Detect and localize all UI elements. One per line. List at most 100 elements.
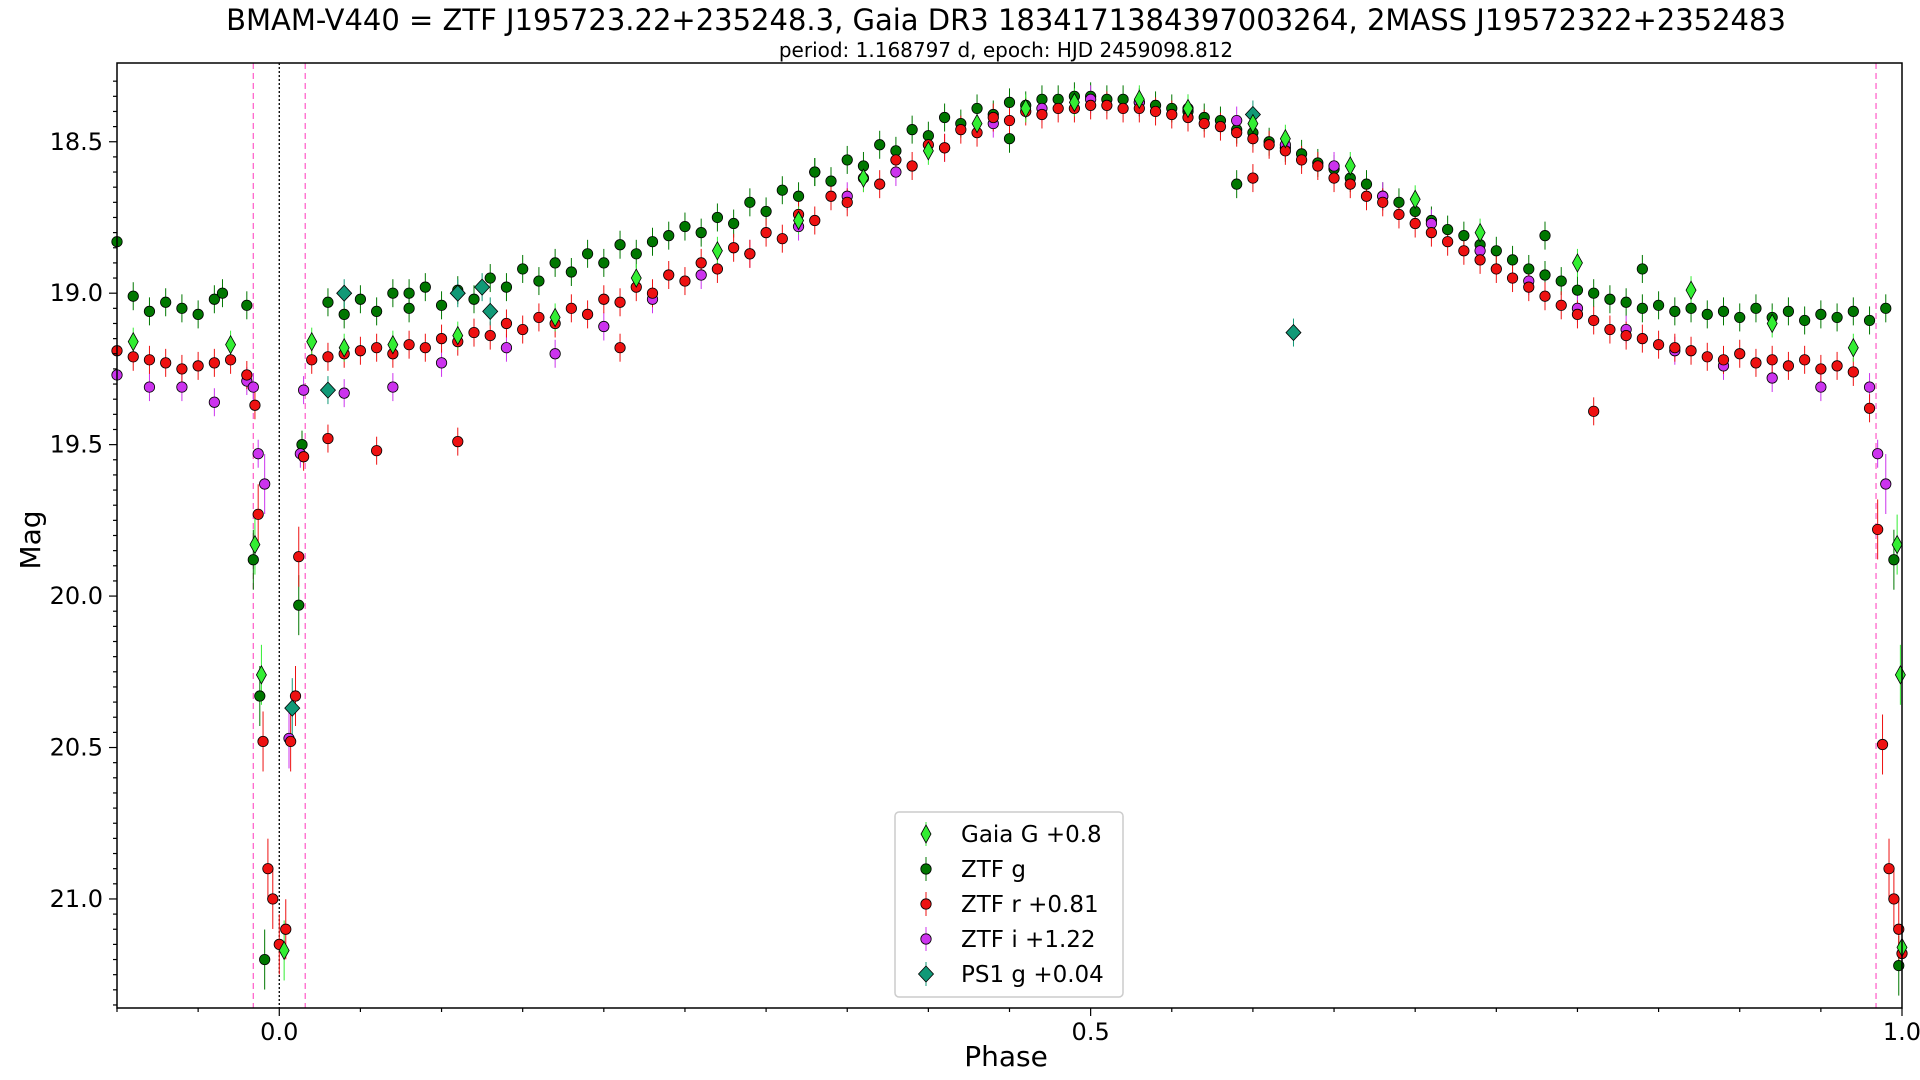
legend-label: ZTF r +0.81 [961,892,1099,918]
series-ps1-g-0-04 [284,105,1302,717]
data-point [338,337,350,358]
data-point [1782,360,1795,372]
data-point [793,210,805,231]
data-point [500,342,513,354]
data-point [1766,372,1778,384]
data-point [192,308,204,320]
data-point [1815,363,1827,375]
data-point [841,154,853,166]
x-tick-label: 0.5 [1072,1018,1110,1046]
y-axis: 18.5 19.0 19.5 20.0 20.5 21.0 [50,80,117,1006]
data-point [1750,357,1762,369]
data-point [403,287,415,299]
data-point [630,268,642,288]
data-point [711,240,723,261]
legend-label: ZTF i +1.22 [961,927,1096,953]
data-point [695,227,707,239]
data-point [143,305,156,317]
x-axis-label: Phase [964,1040,1048,1073]
data-point [1872,523,1884,536]
data-point [1880,478,1892,490]
data-point [663,230,675,242]
data-point [247,381,259,393]
data-point [987,111,999,124]
data-point [435,299,448,311]
data-points [111,89,1908,972]
data-point [322,296,334,308]
data-point [1815,381,1827,393]
data-point [1891,534,1903,555]
data-point [1620,296,1632,308]
data-point [922,141,934,161]
data-point [809,166,821,178]
data-point [306,331,318,352]
data-point [354,345,367,357]
y-tick-label: 20.5 [50,734,103,762]
legend-label: PS1 g +0.04 [961,962,1104,988]
data-point [1782,305,1795,317]
data-point [255,665,267,685]
data-point [1003,114,1016,127]
data-point [387,287,399,299]
data-point [1636,263,1648,275]
data-point [1734,311,1746,324]
data-point [1474,222,1486,243]
data-point [1020,98,1032,119]
data-point [533,311,545,324]
data-point [293,599,305,611]
data-point [1669,305,1681,317]
legend-label: ZTF g [961,857,1026,883]
data-point [1003,133,1016,145]
data-point [646,236,659,248]
data-point [971,113,983,134]
data-point [1588,287,1600,299]
data-point [403,302,415,314]
data-point [1231,114,1243,127]
data-point [1571,308,1584,320]
data-point [792,190,805,202]
y-axis-label: Mag [14,510,47,569]
data-point [874,139,886,151]
data-point [338,387,350,399]
y-tick-label: 18.5 [50,128,103,156]
legend-item-ztf-g: ZTF g [920,857,1026,883]
data-point [955,124,967,136]
chart-subtitle: period: 1.168797 d, epoch: HJD 2459098.8… [779,38,1233,62]
data-point [1490,263,1502,275]
data-point [278,940,290,961]
data-point [728,217,740,230]
data-point [1701,351,1713,363]
data-point [280,923,292,935]
data-point [1133,89,1145,110]
data-point [1506,254,1519,266]
data-point [1295,154,1308,166]
data-point [435,333,448,345]
data-point [1863,381,1876,393]
chart-title: BMAM-V440 = ZTF J195723.22+235248.3, Gai… [226,3,1786,37]
data-point [1247,133,1259,145]
data-point [257,735,269,748]
data-point [1620,329,1632,342]
data-point [890,166,902,178]
data-point [192,360,204,372]
data-point [298,384,310,396]
data-point [435,357,448,369]
data-point [143,354,156,366]
data-point [293,551,305,563]
data-point [1328,160,1340,172]
data-point [1685,302,1697,314]
data-point [482,302,499,320]
data-point [249,534,261,555]
data-point [663,269,675,281]
data-point [1003,96,1016,108]
data-point [1085,99,1097,112]
series-ztf-i-1-22 [111,93,1892,745]
data-point [695,257,707,269]
data-point [906,124,918,136]
data-point [598,293,610,305]
data-point [1588,314,1600,327]
legend-marker [917,965,935,983]
data-point [1888,554,1900,566]
data-point [614,342,626,354]
data-point [259,953,271,966]
